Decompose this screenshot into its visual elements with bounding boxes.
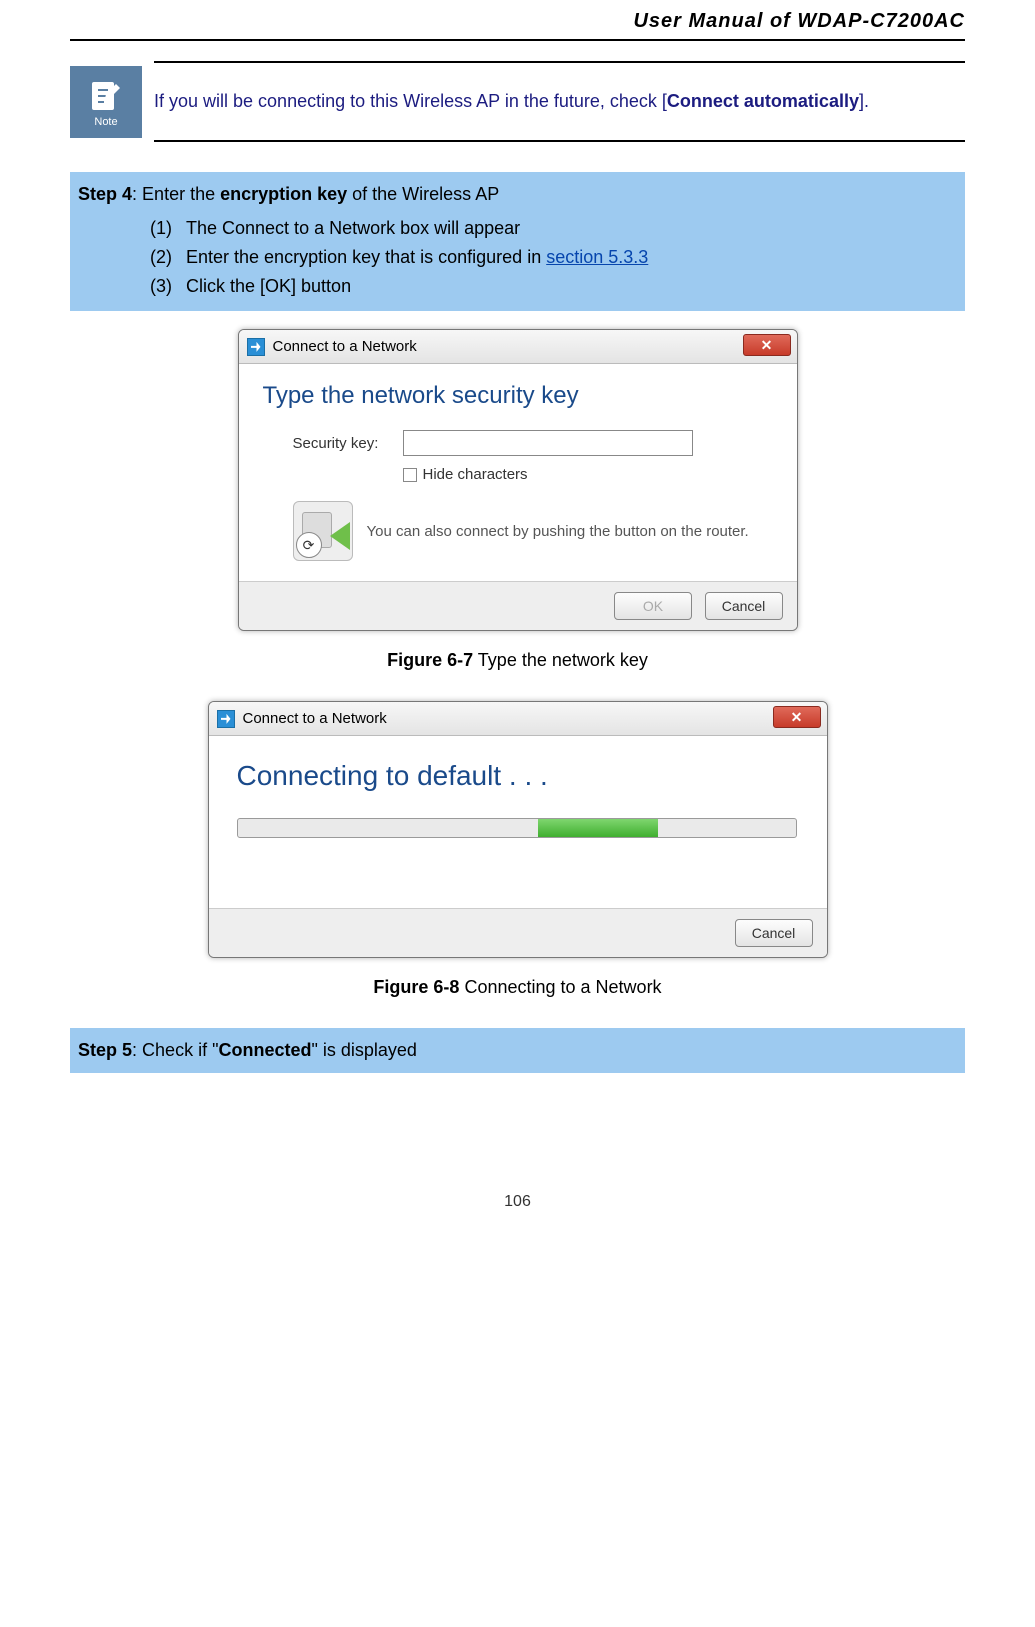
progress-bar [237, 818, 797, 838]
step4-list: (1) The Connect to a Network box will ap… [78, 218, 957, 297]
note-text-pre: If you will be connecting to this Wirele… [154, 91, 667, 111]
dialog-titlebar: Connect to a Network ✕ [239, 330, 797, 364]
list-text: Click the [OK] button [186, 276, 351, 297]
dialog-heading: Type the network security key [263, 382, 773, 410]
connect-network-dialog-1: Connect to a Network ✕ Type the network … [238, 329, 798, 631]
note-text-bold: Connect automatically [667, 91, 859, 111]
security-key-label: Security key: [293, 435, 403, 452]
dialog-title: Connect to a Network [273, 338, 417, 355]
step5-label: Step 5 [78, 1040, 132, 1060]
note-text: If you will be connecting to this Wirele… [154, 91, 869, 111]
figure-caption-6-7: Figure 6-7 Type the network key [70, 650, 965, 671]
figure-caption-6-8: Figure 6-8 Connecting to a Network [70, 977, 965, 998]
security-key-input[interactable] [403, 430, 693, 456]
step5-post: " is displayed [311, 1040, 416, 1060]
note-block: Note If you will be connecting to this W… [70, 61, 965, 142]
window-icon [217, 710, 235, 728]
wps-hint-text: You can also connect by pushing the butt… [367, 523, 749, 540]
wps-hint-icon: ⟳ [293, 501, 353, 561]
section-link[interactable]: section 5.3.3 [546, 247, 648, 267]
cancel-button[interactable]: Cancel [735, 919, 813, 947]
step4-pre: Enter the [142, 184, 220, 204]
progress-chunk [538, 819, 658, 837]
step5-pre: Check if " [142, 1040, 218, 1060]
list-text: Enter the encryption key that is configu… [186, 247, 546, 267]
list-num: (1) [150, 218, 186, 239]
step4-label: Step 4 [78, 184, 132, 204]
dialog-titlebar: Connect to a Network ✕ [209, 702, 827, 736]
dialog-title: Connect to a Network [243, 710, 387, 727]
close-button[interactable]: ✕ [773, 706, 821, 728]
note-label: Note [94, 116, 117, 128]
step5-sep: : [132, 1040, 142, 1060]
caption-bold: Figure 6-7 [387, 650, 473, 670]
step5-header: Step 5: Check if "Connected" is displaye… [78, 1034, 957, 1066]
step5-bold: Connected [218, 1040, 311, 1060]
step4-bold: encryption key [220, 184, 347, 204]
cancel-button[interactable]: Cancel [705, 592, 783, 620]
close-button[interactable]: ✕ [743, 334, 791, 356]
step4-header: Step 4: Enter the encryption key of the … [78, 178, 957, 210]
caption-bold: Figure 6-8 [373, 977, 459, 997]
hide-characters-label: Hide characters [423, 466, 528, 483]
list-item: (1) The Connect to a Network box will ap… [150, 218, 957, 239]
step4-post: of the Wireless AP [347, 184, 499, 204]
list-item: (2) Enter the encryption key that is con… [150, 247, 957, 268]
step4-box: Step 4: Enter the encryption key of the … [70, 172, 965, 311]
list-num: (3) [150, 276, 186, 297]
step4-sep: : [132, 184, 142, 204]
list-num: (2) [150, 247, 186, 268]
window-icon [247, 338, 265, 356]
list-text: The Connect to a Network box will appear [186, 218, 520, 239]
step5-box: Step 5: Check if "Connected" is displaye… [70, 1028, 965, 1072]
caption-rest: Connecting to a Network [459, 977, 661, 997]
note-icon: Note [70, 66, 142, 138]
note-text-post: ]. [859, 91, 869, 111]
connect-network-dialog-2: Connect to a Network ✕ Connecting to def… [208, 701, 828, 958]
dialog-heading: Connecting to default . . . [237, 760, 799, 792]
page-header-title: User Manual of WDAP-C7200AC [70, 10, 965, 41]
caption-rest: Type the network key [473, 650, 648, 670]
page-number: 106 [70, 1193, 965, 1211]
list-item: (3) Click the [OK] button [150, 276, 957, 297]
hide-characters-checkbox[interactable] [403, 468, 417, 482]
ok-button[interactable]: OK [614, 592, 692, 620]
